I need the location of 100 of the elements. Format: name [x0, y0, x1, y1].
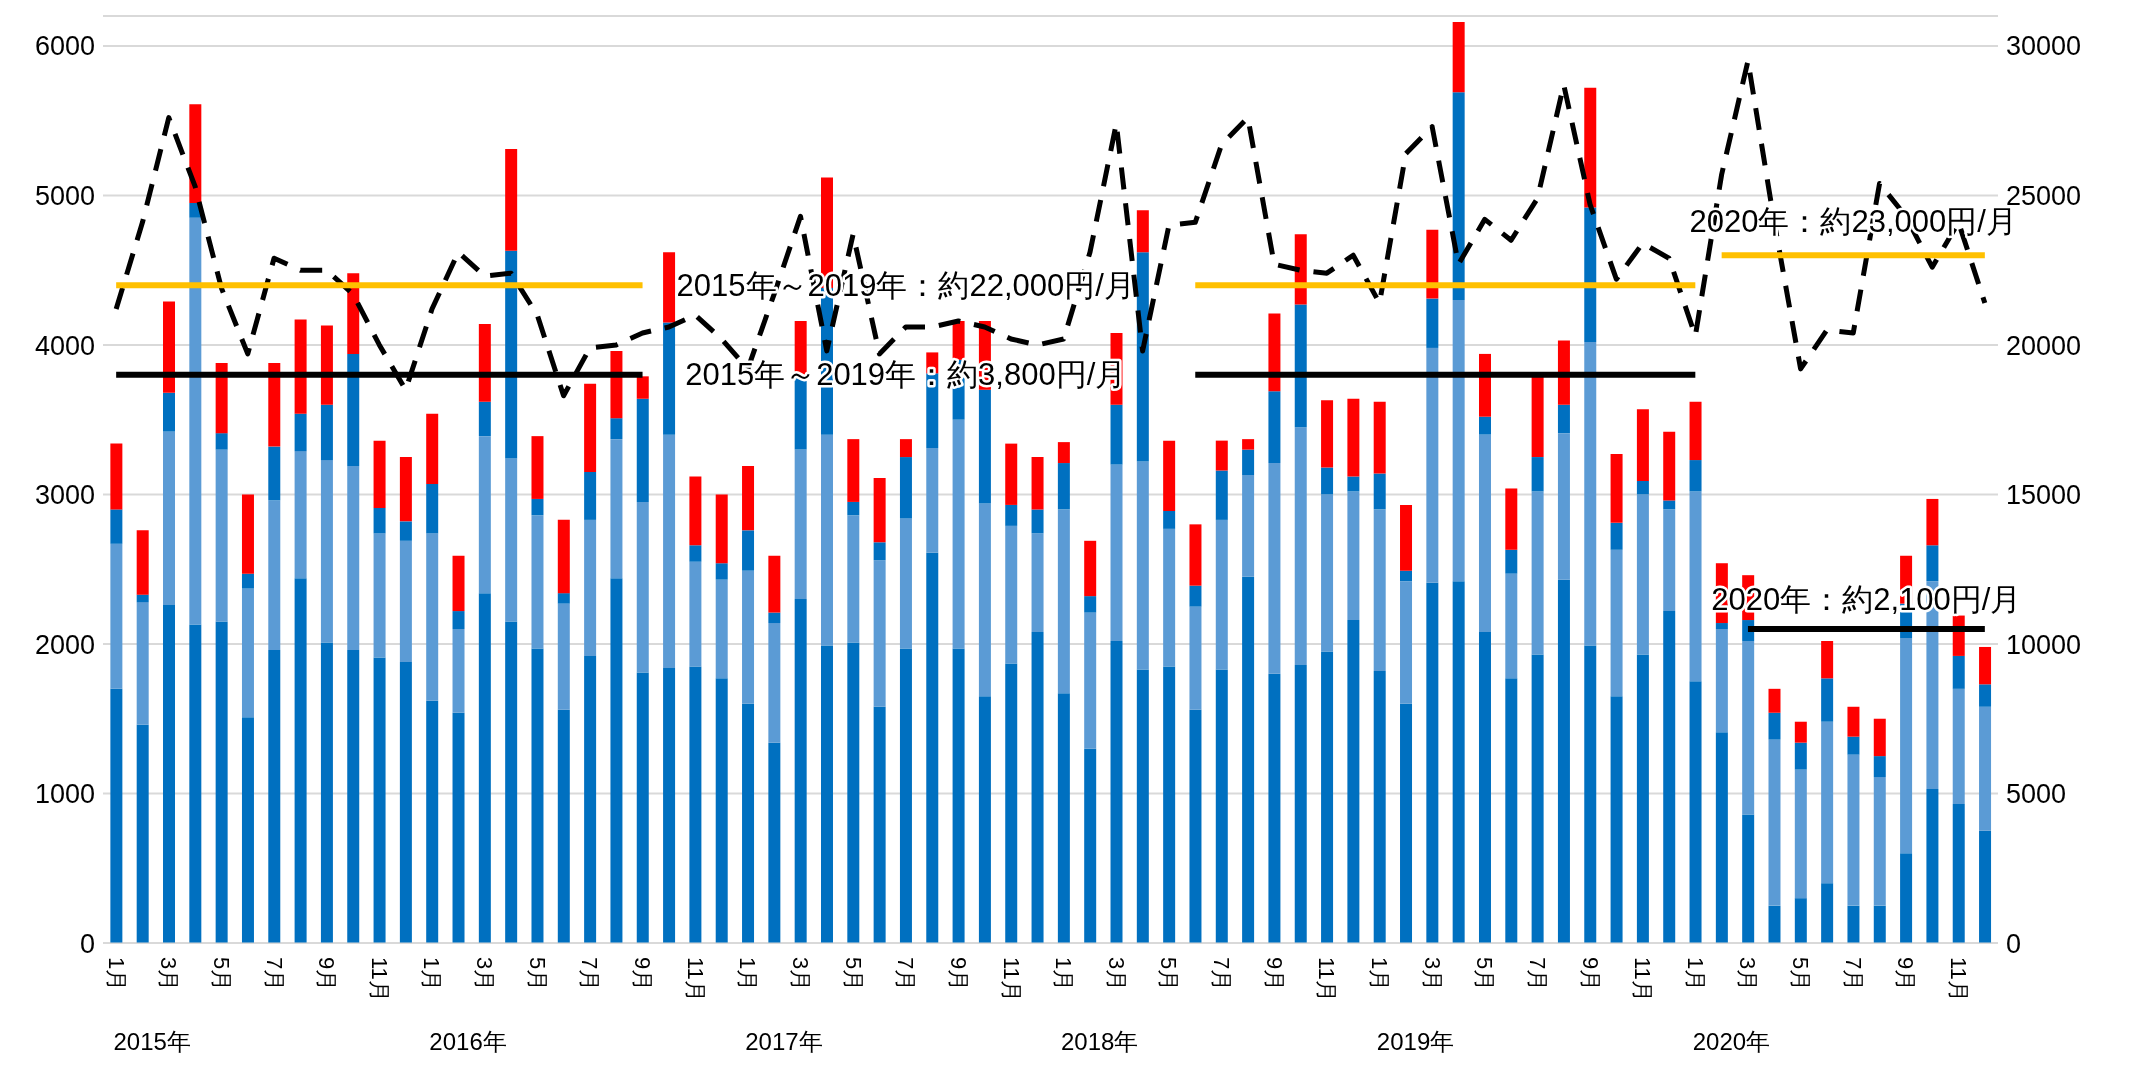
- bar: [1663, 509, 1676, 612]
- bar: [1794, 742, 1807, 770]
- bar: [136, 594, 149, 603]
- bar: [1847, 905, 1860, 943]
- bar: [873, 560, 886, 707]
- bar: [320, 460, 333, 643]
- bar: [1215, 519, 1228, 670]
- x-tick-label: 11月: [1630, 957, 1656, 1002]
- bar: [1715, 732, 1728, 943]
- bar: [899, 457, 912, 519]
- bar: [1557, 579, 1570, 943]
- x-tick-label: 3月: [156, 957, 182, 992]
- bar: [557, 603, 570, 710]
- bar: [1531, 491, 1544, 655]
- text: 2018年: [1061, 1027, 1139, 1057]
- bar: [1110, 404, 1123, 465]
- bar: [873, 542, 886, 561]
- bar: [689, 561, 702, 667]
- text: 2015年: [113, 1027, 191, 1057]
- bar: [1242, 576, 1255, 943]
- bar: [663, 667, 676, 943]
- bar: [505, 250, 518, 459]
- bar: [663, 252, 676, 323]
- x-tick-label: 5月: [1788, 957, 1814, 992]
- bar: [399, 521, 412, 541]
- bar: [1110, 640, 1123, 943]
- bar: [373, 440, 386, 508]
- bar: [189, 624, 202, 943]
- text: 2020年: [1692, 1027, 1771, 1057]
- bar: [1768, 688, 1781, 713]
- bar: [189, 217, 202, 625]
- bar: [1847, 706, 1860, 737]
- bar: [1110, 464, 1123, 641]
- x-tick-label: 11月: [998, 957, 1024, 1002]
- bar: [1005, 663, 1018, 943]
- bar: [320, 325, 333, 405]
- bar: [531, 436, 544, 499]
- bar: [1821, 883, 1834, 943]
- bar: [1294, 664, 1307, 943]
- bar: [1900, 853, 1913, 943]
- y-tick-label: 1000: [34, 779, 95, 810]
- bar: [1505, 678, 1518, 943]
- bar: [636, 398, 649, 502]
- text: 2017年: [745, 1027, 823, 1057]
- bar: [1636, 481, 1649, 495]
- bar: [1189, 709, 1202, 943]
- bar: [1531, 457, 1544, 492]
- bar: [847, 439, 860, 502]
- bar: [768, 612, 781, 624]
- bar: [426, 700, 439, 943]
- bar: [1926, 789, 1939, 943]
- bar: [320, 642, 333, 943]
- bar: [1347, 398, 1360, 477]
- bar: [1952, 655, 1965, 689]
- bar: [215, 621, 228, 943]
- bar: [1426, 582, 1439, 943]
- bar: [1347, 620, 1360, 943]
- x-tick-label: 9月: [1893, 957, 1919, 992]
- bar: [1373, 473, 1386, 510]
- bar: [1557, 340, 1570, 405]
- x-tick-label: 1月: [103, 957, 129, 992]
- bar: [1452, 300, 1465, 582]
- bar: [1426, 347, 1439, 583]
- bar: [663, 434, 676, 668]
- bar: [1794, 898, 1807, 943]
- x-tick-label: 3月: [472, 957, 498, 992]
- bar: [1584, 645, 1597, 943]
- bar: [1610, 522, 1623, 550]
- bar: [1768, 712, 1781, 740]
- bar: [1136, 252, 1149, 462]
- bar: [1873, 777, 1886, 906]
- x-tick-label: 3月: [1419, 957, 1445, 992]
- bar: [241, 588, 254, 718]
- bar: [163, 301, 176, 393]
- bar: [715, 563, 728, 580]
- bar: [742, 703, 755, 943]
- bar: [1215, 669, 1228, 943]
- bar: [636, 501, 649, 673]
- bar: [1400, 570, 1413, 582]
- bar: [452, 712, 465, 943]
- bar: [557, 519, 570, 594]
- bar: [1505, 573, 1518, 679]
- bar: [1768, 739, 1781, 906]
- bar: [1005, 504, 1018, 526]
- bar: [1031, 533, 1044, 633]
- bar: [426, 533, 439, 701]
- bar: [1926, 498, 1939, 546]
- bar: [1321, 494, 1334, 652]
- bar: [1531, 654, 1544, 943]
- x-tick-label: 7月: [261, 957, 287, 992]
- bar: [1768, 905, 1781, 943]
- bar: [294, 413, 307, 452]
- x-tick-label: 9月: [1577, 957, 1603, 992]
- text: 2016年: [429, 1027, 507, 1057]
- bar: [1557, 433, 1570, 580]
- bar: [1242, 449, 1255, 476]
- x-tick-label: 1月: [1051, 957, 1077, 992]
- bar: [294, 319, 307, 414]
- bar: [1268, 313, 1281, 392]
- bar: [847, 515, 860, 643]
